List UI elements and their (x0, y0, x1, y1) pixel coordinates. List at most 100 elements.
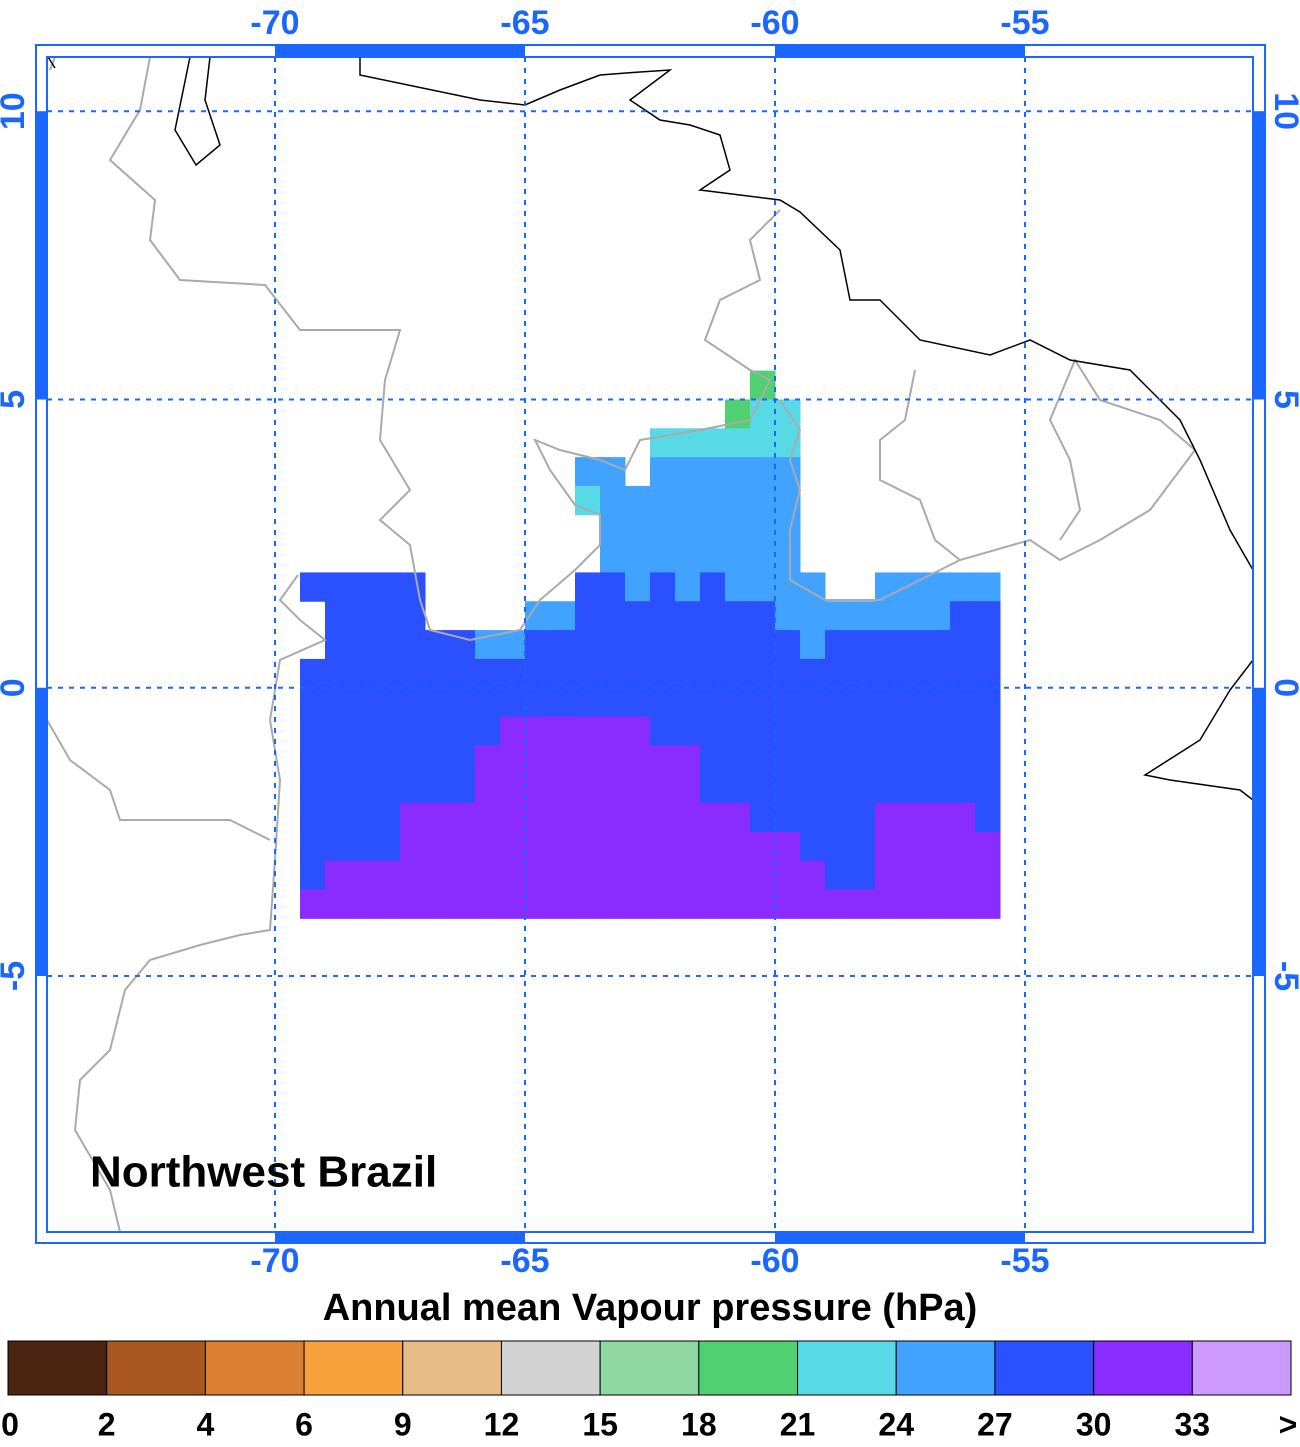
grid-cell (450, 716, 476, 746)
colorbar-label: 2 (98, 1406, 116, 1442)
grid-cell (725, 543, 751, 573)
grid-cell (550, 745, 576, 775)
grid-cell (300, 860, 326, 891)
grid-cell (625, 687, 651, 718)
grid-cell (750, 514, 776, 545)
grid-cell (700, 687, 726, 718)
grid-cell (450, 803, 476, 833)
grid-cell (675, 457, 701, 487)
grid-cell (575, 860, 601, 891)
grid-cell (300, 889, 326, 919)
grid-cell (850, 630, 876, 660)
grid-cell (650, 428, 676, 458)
grid-cell (700, 601, 726, 631)
grid-cell (650, 543, 676, 573)
grid-cell (775, 745, 801, 775)
grid-cell (950, 889, 976, 919)
grid-cell (700, 803, 726, 833)
grid-cell (950, 572, 976, 602)
grid-cell (300, 774, 326, 804)
grid-cell (875, 716, 901, 746)
grid-cell (350, 889, 376, 919)
grid-cell (300, 658, 326, 689)
grid-cell (750, 457, 776, 487)
grid-cell (325, 572, 351, 602)
grid-cell (800, 889, 826, 919)
grid-cell (350, 572, 376, 602)
borders (46, 56, 1196, 1233)
grid-cell (925, 687, 951, 718)
grid-cell (900, 774, 926, 804)
grid-cell (850, 860, 876, 891)
grid-cell (425, 687, 451, 718)
grid-cell (550, 658, 576, 689)
grid-cell (725, 716, 751, 746)
grid-cell (850, 889, 876, 919)
grid-cell (400, 831, 426, 862)
grid-cell (400, 860, 426, 891)
colorbar-label: 33 (1175, 1406, 1211, 1442)
colorbar-label: 15 (582, 1406, 618, 1442)
grid-cell (900, 745, 926, 775)
colorbar-title: Annual mean Vapour pressure (hPa) (323, 1287, 978, 1329)
grid-cell (875, 831, 901, 862)
grid-cell (675, 831, 701, 862)
grid-cell (775, 572, 801, 602)
grid-cell (750, 399, 776, 429)
grid-cell (450, 889, 476, 919)
grid-cell (600, 831, 626, 862)
grid-cell (950, 831, 976, 862)
grid-cell (475, 774, 501, 804)
x-tick-label: -70 (250, 4, 299, 42)
grid-cell (700, 457, 726, 487)
grid-cell (425, 889, 451, 919)
grid-cell (900, 889, 926, 919)
grid-cell (875, 630, 901, 660)
grid-cell (775, 601, 801, 631)
grid-cell (625, 572, 651, 602)
grid-cell (775, 716, 801, 746)
grid-cell (500, 745, 526, 775)
grid-cell (650, 860, 676, 891)
grid-cell (500, 831, 526, 862)
grid-cell (700, 630, 726, 660)
grid-cell (350, 601, 376, 631)
grid-cell (575, 687, 601, 718)
grid-cell (450, 831, 476, 862)
grid-cell (725, 831, 751, 862)
grid-cell (800, 601, 826, 631)
grid-cell (400, 572, 426, 602)
grid-cell (750, 774, 776, 804)
grid-cell (825, 601, 851, 631)
frame-bar (775, 45, 1025, 57)
colorbar-swatch (106, 1340, 206, 1396)
grid-cell (825, 889, 851, 919)
grid-cell (575, 831, 601, 862)
grid-cell (625, 630, 651, 660)
grid-cell (875, 803, 901, 833)
grid-cell (450, 745, 476, 775)
grid-cell (350, 803, 376, 833)
grid-cell (625, 803, 651, 833)
grid-cell (900, 803, 926, 833)
grid-cell (750, 630, 776, 660)
grid-cell (875, 658, 901, 689)
grid-cell (575, 889, 601, 919)
grid-cell (750, 745, 776, 775)
grid-cell (625, 831, 651, 862)
grid-cell (425, 745, 451, 775)
grid-cell (950, 687, 976, 718)
grid-cell (325, 803, 351, 833)
map-frame (35, 44, 1266, 1244)
grid-cell (625, 860, 651, 891)
colorbar-swatch (994, 1340, 1095, 1396)
grid-cell (400, 687, 426, 718)
grid-cell (700, 543, 726, 573)
grid-cell (975, 774, 1001, 804)
grid-cell (950, 630, 976, 660)
grid-cell (900, 860, 926, 891)
grid-cell (750, 716, 776, 746)
grid-cell (725, 687, 751, 718)
grid-cell (750, 428, 776, 458)
grid-cell (725, 485, 751, 516)
